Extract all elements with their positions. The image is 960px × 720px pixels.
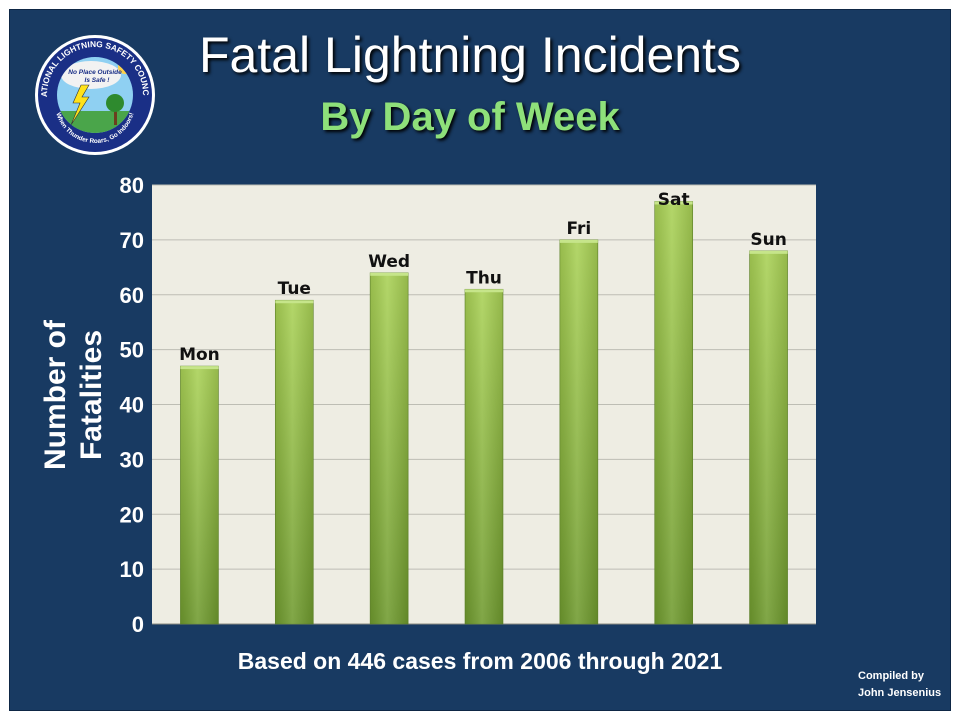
bar-shading <box>559 239 598 624</box>
chart-title: Fatal Lightning Incidents <box>198 27 742 83</box>
y-tick-label: 10 <box>120 557 144 582</box>
y-tick-label: 80 <box>120 173 144 198</box>
bar-shading <box>370 272 409 624</box>
bar-top-highlight <box>275 300 314 304</box>
category-label: Tue <box>278 279 311 299</box>
credit: Compiled by John Jensenius <box>858 668 941 702</box>
bar-top-highlight <box>654 201 693 205</box>
category-label: Thu <box>466 268 502 288</box>
category-label: Mon <box>179 345 220 365</box>
bar-top-highlight <box>370 272 409 276</box>
credit-line2: John Jensenius <box>858 687 942 699</box>
bar-top-highlight <box>465 289 503 293</box>
bar-shading <box>749 250 788 624</box>
footnote: Based on 446 cases from 2006 through 202… <box>237 648 723 674</box>
category-label: Sat <box>658 190 690 210</box>
logo-cloud-text-line1: No Place Outside <box>68 69 122 76</box>
bar-shading <box>275 300 314 624</box>
bar-top-highlight <box>180 366 219 370</box>
y-tick-label: 70 <box>120 228 144 253</box>
bar-top-highlight <box>559 239 598 243</box>
category-label: Fri <box>566 219 591 239</box>
y-tick-label: 0 <box>132 612 144 637</box>
category-label: Sun <box>750 230 786 250</box>
bar-shading <box>654 201 693 624</box>
y-tick-label: 60 <box>120 283 144 308</box>
bar-shading <box>180 366 219 624</box>
credit-line1: Compiled by <box>858 670 925 682</box>
y-tick-label: 50 <box>120 338 144 363</box>
logo-cloud-text-line2: Is Safe ! <box>85 77 111 84</box>
bars <box>180 201 788 625</box>
y-tick-label: 30 <box>120 447 144 472</box>
category-label: Wed <box>368 252 410 272</box>
bar-shading <box>465 289 503 624</box>
category-labels: Mon Tue Wed Thu Fri Sat Sun <box>179 190 787 365</box>
y-tick-label: 40 <box>120 393 144 418</box>
chart-subtitle: By Day of Week <box>320 95 620 139</box>
y-axis-ticks: 0 10 20 30 40 50 60 70 80 <box>120 173 144 637</box>
nlsc-logo: No Place Outside Is Safe ! NATIONAL LIGH… <box>33 33 155 155</box>
y-tick-label: 20 <box>120 502 144 527</box>
bar-top-highlight <box>749 250 788 254</box>
